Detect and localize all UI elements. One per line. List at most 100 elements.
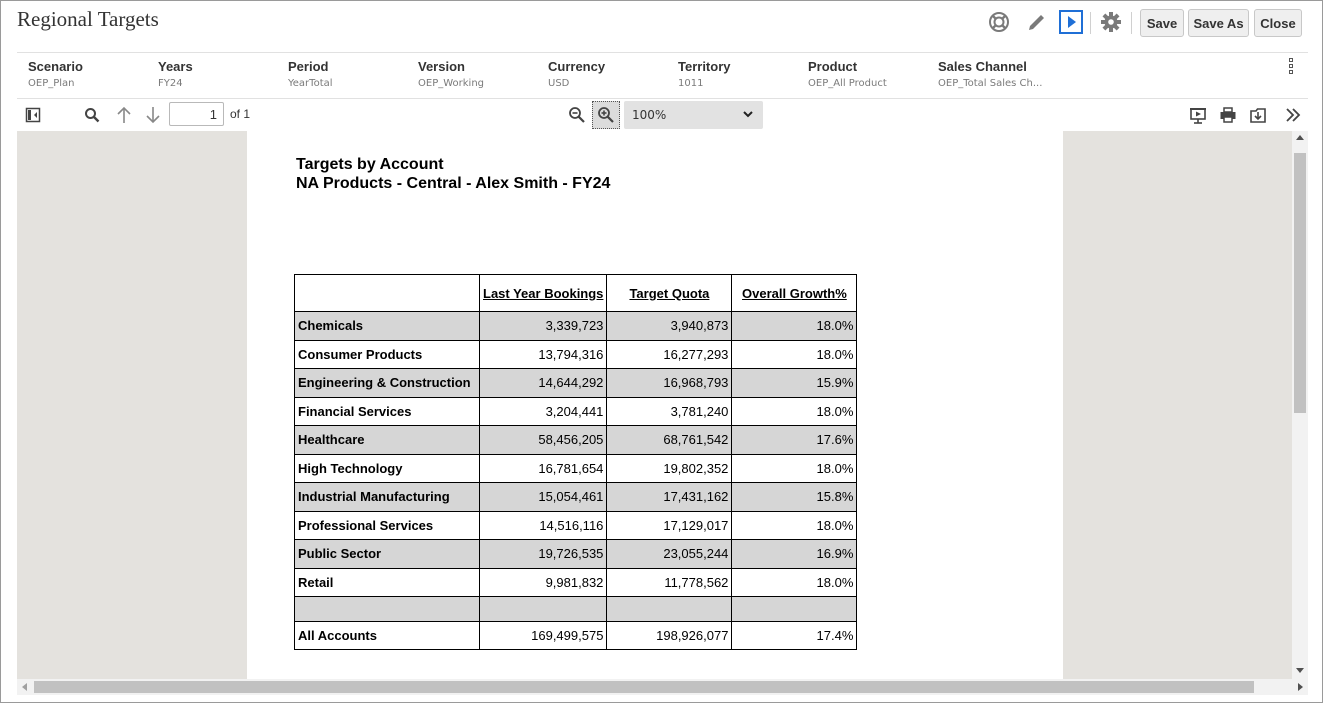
close-button[interactable]: Close	[1254, 9, 1302, 37]
pov-value: OEP_Plan	[28, 78, 75, 89]
overall-growth: 18.0%	[731, 510, 858, 540]
zoom-out-icon[interactable]	[566, 104, 588, 126]
target-quota: 16,277,293	[606, 339, 733, 369]
table-header-last-year: Last Year Bookings	[478, 274, 608, 312]
overall-growth: 16.9%	[731, 539, 858, 569]
table-row: Healthcare 58,456,205 68,761,542 17.6%	[294, 425, 858, 455]
save-button[interactable]: Save	[1140, 9, 1184, 37]
vertical-scrollbar[interactable]	[1292, 131, 1308, 679]
pov-currency[interactable]: Currency USD	[548, 59, 673, 89]
target-quota: 11,778,562	[606, 567, 733, 597]
scrollbar-thumb[interactable]	[34, 681, 1254, 693]
overall-growth: 15.8%	[731, 482, 858, 512]
edit-pencil-icon[interactable]	[1025, 10, 1049, 34]
overall-growth: 15.9%	[731, 368, 858, 398]
total-last-year-bookings: 169,499,575	[478, 621, 608, 650]
target-quota: 17,129,017	[606, 510, 733, 540]
table-row: Professional Services 14,516,116 17,129,…	[294, 510, 858, 540]
zoom-in-button[interactable]	[592, 101, 620, 129]
overall-growth: 17.6%	[731, 425, 858, 455]
table-header-target-quota: Target Quota	[606, 274, 733, 312]
scrollbar-thumb[interactable]	[1294, 153, 1306, 413]
pov-bar: Scenario OEP_Plan Years FY24 Period Year…	[17, 52, 1308, 99]
zoom-select[interactable]: 100%	[624, 101, 763, 129]
pov-scenario[interactable]: Scenario OEP_Plan	[28, 59, 153, 89]
table-row: Public Sector 19,726,535 23,055,244 16.9…	[294, 539, 858, 569]
account-name: Industrial Manufacturing	[294, 482, 480, 512]
pov-value: YearTotal	[288, 78, 333, 89]
scroll-up-icon[interactable]	[1296, 135, 1304, 140]
chevron-down-icon	[743, 111, 753, 118]
overall-growth: 18.0%	[731, 339, 858, 369]
pov-version[interactable]: Version OEP_Working	[418, 59, 543, 89]
presentation-mode-icon[interactable]	[1187, 104, 1209, 126]
account-name: Financial Services	[294, 396, 480, 426]
target-quota: 17,431,162	[606, 482, 733, 512]
horizontal-scrollbar[interactable]	[17, 679, 1308, 695]
last-year-bookings: 16,781,654	[478, 453, 608, 483]
pov-product[interactable]: Product OEP_All Product	[808, 59, 933, 89]
report-table: Last Year Bookings Target Quota Overall …	[294, 274, 858, 650]
scroll-left-icon[interactable]	[22, 683, 27, 691]
account-name: Retail	[294, 567, 480, 597]
table-row: High Technology 16,781,654 19,802,352 18…	[294, 453, 858, 483]
save-as-button[interactable]: Save As	[1188, 9, 1249, 37]
overall-growth: 18.0%	[731, 311, 858, 341]
target-quota: 3,781,240	[606, 396, 733, 426]
pov-label: Version	[418, 59, 465, 74]
account-name: Public Sector	[294, 539, 480, 569]
last-year-bookings: 9,981,832	[478, 567, 608, 597]
more-options-icon[interactable]	[1288, 58, 1294, 74]
search-icon[interactable]	[81, 104, 103, 126]
report-subtitle-line: NA Products - Central - Alex Smith - FY2…	[296, 175, 611, 192]
account-name: Chemicals	[294, 311, 480, 341]
pov-value: 1011	[678, 78, 704, 89]
target-quota: 3,940,873	[606, 311, 733, 341]
help-lifebuoy-icon[interactable]	[987, 10, 1011, 34]
settings-gear-icon[interactable]	[1099, 10, 1123, 34]
last-year-bookings: 14,516,116	[478, 510, 608, 540]
previous-page-icon[interactable]	[113, 104, 135, 126]
pov-value: OEP_Working	[418, 78, 485, 89]
table-row: Chemicals 3,339,723 3,940,873 18.0%	[294, 311, 858, 341]
total-target-quota: 198,926,077	[606, 621, 733, 650]
last-year-bookings: 3,204,441	[478, 396, 608, 426]
last-year-bookings: 14,644,292	[478, 368, 608, 398]
scroll-right-icon[interactable]	[1298, 683, 1303, 691]
pov-label: Territory	[678, 59, 731, 74]
last-year-bookings: 3,339,723	[478, 311, 608, 341]
pov-years[interactable]: Years FY24	[158, 59, 283, 89]
overall-growth: 18.0%	[731, 453, 858, 483]
account-name: Consumer Products	[294, 339, 480, 369]
more-tools-icon[interactable]	[1282, 104, 1304, 126]
page-number-input[interactable]	[169, 102, 224, 126]
sidebar-toggle-icon[interactable]	[22, 104, 44, 126]
total-overall-growth: 17.4%	[731, 621, 858, 650]
report-title-line: Targets by Account	[296, 156, 444, 173]
pov-period[interactable]: Period YearTotal	[288, 59, 413, 89]
table-row: Consumer Products 13,794,316 16,277,293 …	[294, 339, 858, 369]
table-header-row: Last Year Bookings Target Quota Overall …	[294, 274, 858, 312]
zoom-value: 100%	[632, 108, 667, 122]
scroll-down-icon[interactable]	[1296, 668, 1304, 673]
pov-sales-channel[interactable]: Sales Channel OEP_Total Sales Ch...	[938, 59, 1063, 89]
pov-territory[interactable]: Territory 1011	[678, 59, 803, 89]
pov-value: OEP_All Product	[808, 78, 887, 89]
table-row: Retail 9,981,832 11,778,562 18.0%	[294, 567, 858, 597]
table-row: Industrial Manufacturing 15,054,461 17,4…	[294, 482, 858, 512]
toolbar-divider	[1090, 12, 1091, 34]
last-year-bookings: 58,456,205	[478, 425, 608, 455]
download-icon[interactable]	[1247, 104, 1269, 126]
table-row: Engineering & Construction 14,644,292 16…	[294, 368, 858, 398]
run-play-icon[interactable]	[1059, 10, 1083, 34]
page-count-label: of 1	[230, 107, 251, 121]
document-viewer: Targets by Account NA Products - Central…	[17, 131, 1292, 679]
next-page-icon[interactable]	[142, 104, 164, 126]
target-quota: 68,761,542	[606, 425, 733, 455]
pov-value: USD	[548, 78, 570, 89]
zoom-in-icon	[598, 107, 614, 123]
print-icon[interactable]	[1217, 104, 1239, 126]
report-title: Targets by Account NA Products - Central…	[296, 155, 610, 193]
table-spacer-row	[294, 596, 858, 622]
